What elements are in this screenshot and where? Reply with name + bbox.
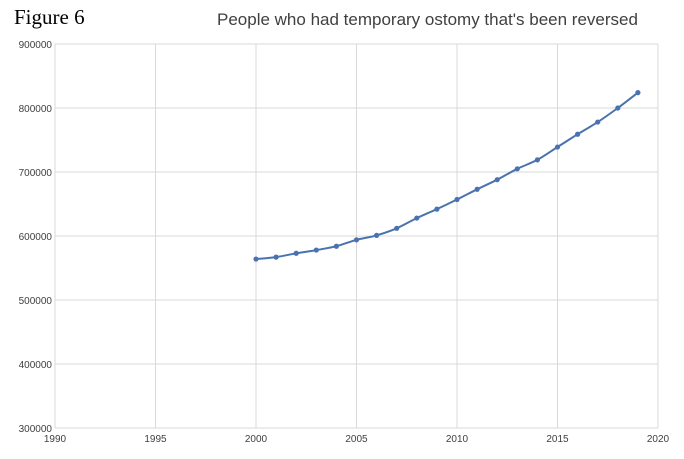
x-tick-label: 1990 — [44, 434, 67, 445]
data-point — [575, 131, 581, 137]
data-point — [554, 144, 561, 150]
data-point — [514, 166, 520, 172]
y-tick-label: 400000 — [19, 360, 53, 371]
y-tick-label: 900000 — [19, 40, 53, 51]
data-point — [635, 90, 641, 96]
x-tick-label: 1995 — [144, 434, 167, 445]
data-point — [293, 250, 299, 256]
y-tick-label: 800000 — [19, 104, 53, 115]
series-line — [255, 91, 639, 260]
data-point — [454, 196, 460, 203]
data-point — [615, 105, 621, 111]
figure-label: Figure 6 — [14, 5, 85, 29]
data-point — [474, 186, 480, 192]
data-point — [333, 243, 339, 249]
y-tick-label: 500000 — [19, 296, 53, 307]
point-layer — [253, 90, 641, 262]
data-point — [494, 177, 500, 183]
data-point — [313, 247, 319, 253]
data-point — [595, 119, 601, 125]
x-tick-label: 2010 — [446, 434, 469, 445]
data-point — [434, 206, 440, 212]
x-tick-label: 2005 — [345, 434, 368, 445]
x-tick-label: 2000 — [245, 434, 268, 445]
data-point — [414, 215, 420, 221]
data-point — [534, 157, 541, 163]
x-tick-label: 2020 — [647, 434, 670, 445]
chart-title: People who had temporary ostomy that's b… — [217, 10, 638, 29]
data-point — [374, 232, 380, 238]
data-point — [394, 225, 400, 231]
data-point — [353, 237, 360, 243]
tick-layer: 1990 1995 2000 2005 2010 2015 2020 300000 400000… — [19, 40, 670, 445]
y-tick-label: 700000 — [19, 168, 53, 179]
data-point — [253, 256, 259, 262]
y-tick-label: 300000 — [19, 424, 53, 435]
x-tick-label: 2015 — [546, 434, 569, 445]
y-tick-label: 600000 — [19, 232, 53, 243]
data-point — [273, 254, 279, 260]
grid-layer — [54, 43, 659, 429]
